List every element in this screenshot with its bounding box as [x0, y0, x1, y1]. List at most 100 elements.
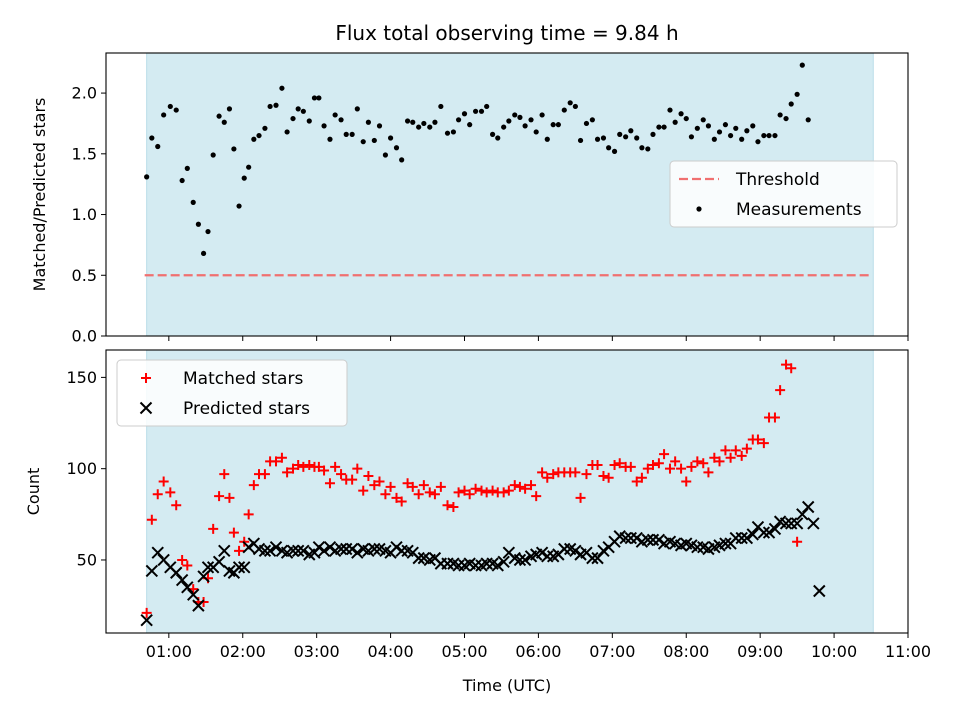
- chart-title: Flux total observing time = 9.84 h: [335, 21, 678, 45]
- data-point: [282, 467, 293, 478]
- data-point: [805, 117, 811, 123]
- data-point: [435, 481, 446, 492]
- data-point: [730, 445, 741, 456]
- data-point: [251, 136, 257, 142]
- data-point: [236, 203, 242, 209]
- data-point: [711, 136, 717, 142]
- data-point: [611, 148, 618, 154]
- data-point: [650, 131, 656, 137]
- data-point: [358, 485, 369, 496]
- data-point: [248, 480, 259, 491]
- data-point: [788, 101, 794, 107]
- data-point: [624, 531, 638, 545]
- data-point: [360, 139, 366, 145]
- data-point: [429, 489, 440, 500]
- data-point: [190, 199, 196, 205]
- data-point: [334, 542, 348, 556]
- data-point: [300, 108, 306, 114]
- data-point: [700, 117, 706, 123]
- data-point: [177, 554, 188, 565]
- legend-measurements-swatch: [696, 206, 702, 212]
- data-point: [506, 118, 512, 124]
- data-point: [542, 472, 553, 483]
- data-point: [757, 526, 771, 539]
- data-point: [725, 452, 736, 463]
- legend-matched-label: Matched stars: [183, 369, 303, 389]
- data-point: [614, 458, 625, 469]
- data-point: [517, 114, 523, 120]
- data-point: [472, 108, 479, 114]
- data-point: [741, 443, 752, 454]
- data-point: [639, 145, 645, 151]
- data-point: [179, 177, 185, 184]
- data-point: [242, 540, 255, 554]
- data-point: [703, 467, 714, 478]
- data-point: [647, 460, 658, 471]
- data-point: [659, 449, 670, 460]
- y-tick-label: 1.0: [72, 205, 97, 224]
- data-point: [182, 560, 193, 571]
- data-point: [298, 461, 309, 472]
- data-point: [192, 599, 205, 612]
- data-point: [263, 544, 277, 558]
- data-point: [570, 467, 581, 478]
- data-point: [498, 487, 509, 498]
- data-point: [790, 517, 804, 530]
- data-point: [694, 125, 700, 131]
- data-point: [297, 544, 310, 558]
- data-point: [548, 469, 559, 480]
- data-point: [171, 500, 182, 511]
- top-panel: 0.0 0.5 1.0 1.5 2.0 Matched/Predicted stars Th…: [30, 0, 909, 346]
- data-point: [347, 474, 358, 485]
- data-point: [845, 0, 850, 3]
- y-tick-label: 100: [66, 459, 97, 478]
- series-dot: [144, 0, 865, 257]
- data-point: [678, 111, 684, 117]
- data-point: [208, 523, 219, 534]
- series-x: [140, 500, 826, 627]
- data-point: [688, 134, 695, 140]
- data-point: [567, 100, 573, 106]
- data-point: [594, 136, 601, 142]
- data-point: [528, 117, 534, 123]
- data-point: [295, 106, 301, 112]
- data-point: [541, 550, 554, 563]
- data-point: [173, 107, 179, 113]
- x-tick-label: 04:00: [368, 642, 414, 661]
- data-point: [452, 559, 465, 572]
- data-point: [304, 460, 315, 471]
- data-point: [619, 531, 632, 545]
- data-point: [811, 0, 816, 3]
- data-point: [631, 476, 642, 487]
- data-point: [455, 117, 462, 123]
- x-tick-label: 06:00: [515, 642, 561, 661]
- data-point: [481, 487, 492, 498]
- data-point: [735, 531, 748, 545]
- data-point: [319, 465, 330, 476]
- data-point: [369, 480, 380, 491]
- y-tick-label: 1.5: [72, 144, 97, 163]
- data-point: [187, 588, 200, 601]
- data-point: [432, 119, 438, 125]
- data-point: [216, 113, 222, 119]
- x-tick-label: 07:00: [589, 642, 635, 661]
- y-tick-label: 150: [66, 368, 97, 387]
- data-point: [279, 85, 285, 91]
- data-point: [200, 250, 207, 257]
- y-tick-label: 2.0: [72, 84, 97, 103]
- data-point: [503, 485, 514, 496]
- data-point: [311, 95, 318, 101]
- data-point: [371, 137, 377, 144]
- data-point: [396, 496, 407, 507]
- data-point: [197, 570, 210, 583]
- data-point: [544, 136, 550, 142]
- data-point: [404, 118, 411, 124]
- data-point: [327, 136, 333, 142]
- data-point: [155, 143, 161, 150]
- data-point: [783, 115, 789, 122]
- data-point: [705, 123, 712, 129]
- data-point: [241, 175, 247, 181]
- data-point: [860, 0, 865, 3]
- data-point: [581, 469, 592, 480]
- x-tick-label: 08:00: [663, 642, 709, 661]
